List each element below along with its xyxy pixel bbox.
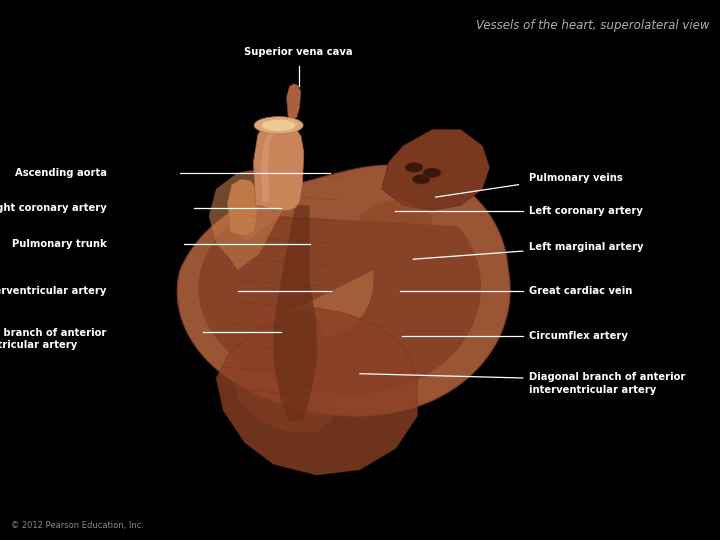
- Polygon shape: [287, 84, 301, 119]
- Polygon shape: [382, 130, 490, 211]
- Text: Great cardiac vein: Great cardiac vein: [529, 286, 633, 295]
- Polygon shape: [228, 179, 258, 235]
- Text: Right coronary artery: Right coronary artery: [0, 203, 107, 213]
- Text: Pulmonary trunk: Pulmonary trunk: [12, 239, 107, 249]
- Ellipse shape: [261, 119, 296, 131]
- Ellipse shape: [423, 168, 441, 178]
- Text: Superior vena cava: Superior vena cava: [245, 46, 353, 57]
- Polygon shape: [230, 302, 338, 432]
- Text: Pulmonary veins: Pulmonary veins: [529, 173, 623, 183]
- Polygon shape: [209, 167, 288, 270]
- Text: Diagonal branch of anterior
interventricular artery: Diagonal branch of anterior interventric…: [529, 372, 685, 395]
- Text: © 2012 Pearson Education, Inc.: © 2012 Pearson Education, Inc.: [11, 521, 144, 530]
- Ellipse shape: [254, 117, 303, 134]
- Polygon shape: [177, 165, 510, 416]
- Text: Ascending aorta: Ascending aorta: [14, 168, 107, 178]
- Text: Vessels of the heart, superolateral view: Vessels of the heart, superolateral view: [476, 19, 709, 32]
- Text: Circumflex artery: Circumflex artery: [529, 332, 628, 341]
- Ellipse shape: [405, 163, 423, 172]
- Text: Left marginal artery: Left marginal artery: [529, 242, 644, 252]
- Ellipse shape: [412, 174, 431, 184]
- Polygon shape: [216, 308, 418, 475]
- Polygon shape: [253, 119, 304, 211]
- Text: Anterior interventricular artery: Anterior interventricular artery: [0, 286, 107, 295]
- Polygon shape: [274, 205, 317, 421]
- Text: Diagonal branch of anterior
interventricular artery: Diagonal branch of anterior interventric…: [0, 328, 107, 350]
- Polygon shape: [271, 270, 374, 338]
- Text: Left coronary artery: Left coronary artery: [529, 206, 643, 215]
- Polygon shape: [261, 127, 277, 202]
- Polygon shape: [198, 216, 481, 394]
- Polygon shape: [360, 200, 432, 248]
